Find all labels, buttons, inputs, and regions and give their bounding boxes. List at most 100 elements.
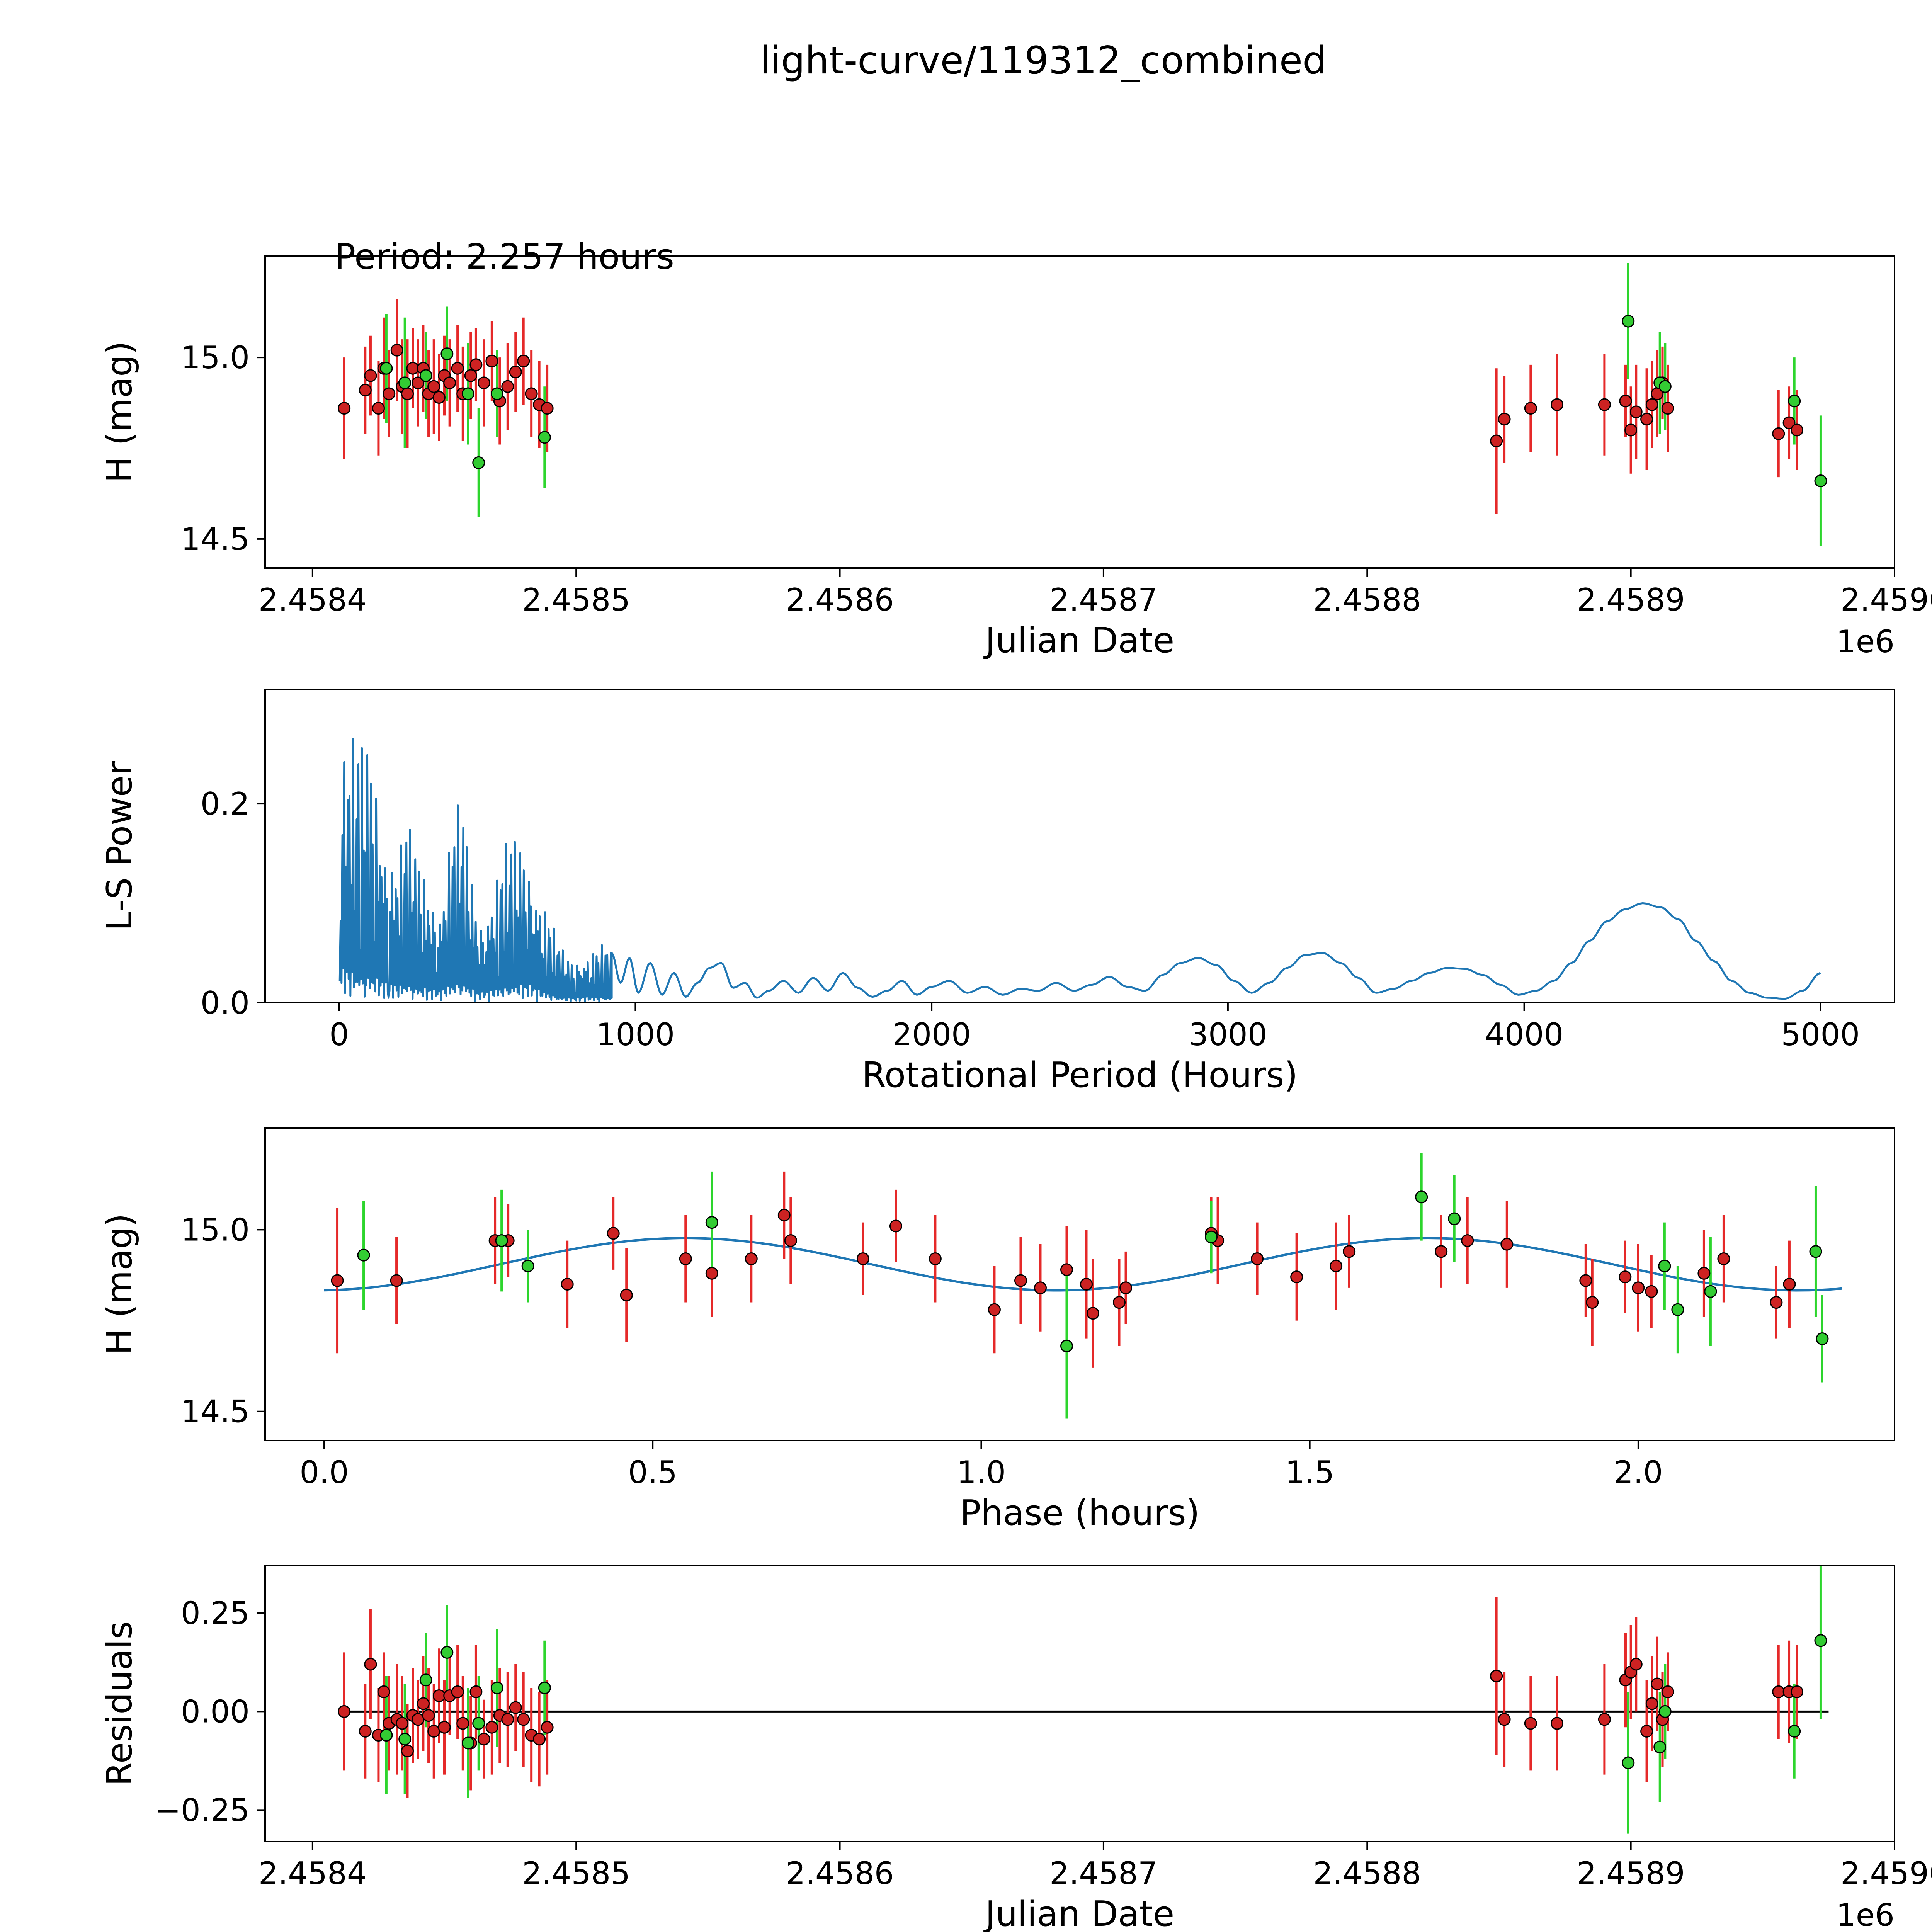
dataset-red-point bbox=[705, 1267, 718, 1280]
dataset-red-point bbox=[541, 1721, 554, 1734]
dataset-red-point bbox=[359, 384, 372, 397]
dataset-green-point bbox=[1671, 1303, 1684, 1316]
periodogram-curve bbox=[338, 738, 1821, 1003]
dataset-red-point bbox=[1770, 1296, 1783, 1309]
x-tick-label: 2.4590 bbox=[1840, 582, 1932, 618]
dataset-red-point bbox=[427, 380, 440, 393]
dataset-red-point bbox=[561, 1278, 574, 1291]
x-tick-label: 2.4588 bbox=[1313, 582, 1421, 618]
dataset-red-point bbox=[1551, 1717, 1564, 1730]
x-axis-label: Julian Date bbox=[983, 1894, 1175, 1932]
dataset-red-point bbox=[338, 1705, 351, 1718]
dataset-red-point bbox=[525, 387, 538, 400]
dataset-green-point bbox=[380, 1729, 393, 1742]
dataset-green-point bbox=[538, 1681, 551, 1694]
dataset-red-point bbox=[1772, 1685, 1785, 1698]
axes-frame bbox=[264, 255, 1895, 569]
x-tick-label: 2000 bbox=[892, 1017, 971, 1053]
x-axis-label: Rotational Period (Hours) bbox=[862, 1055, 1298, 1095]
dataset-red-point bbox=[679, 1252, 692, 1265]
y-axis-label: L-S Power bbox=[99, 761, 140, 931]
dataset-red-point bbox=[1014, 1274, 1027, 1287]
x-tick-label: 2.4584 bbox=[259, 582, 367, 618]
y-tick-label: 0.00 bbox=[181, 1694, 250, 1730]
dataset-red-point bbox=[390, 344, 403, 357]
dataset-red-point bbox=[541, 402, 554, 415]
panel-residuals: 2.4584 2.4585 2.4586 2.4587 2.4588 2.4589 2.45… bbox=[99, 1565, 1932, 1932]
x-tick-label: 0.5 bbox=[628, 1454, 677, 1490]
dataset-red-point bbox=[422, 1709, 435, 1722]
dataset-green-point bbox=[1205, 1230, 1218, 1243]
x-axis-label: Phase (hours) bbox=[960, 1493, 1200, 1533]
dataset-red-point bbox=[1551, 398, 1564, 411]
dataset-green-point bbox=[1658, 1259, 1671, 1272]
dataset-red-point bbox=[1632, 1281, 1645, 1294]
dataset-green-point bbox=[1704, 1285, 1717, 1298]
x-offset-label: 1e6 bbox=[1836, 1897, 1895, 1932]
period-annotation: Period: 2.257 hours bbox=[335, 236, 674, 277]
dataset-green-point bbox=[1415, 1190, 1428, 1204]
data-layer bbox=[338, 1566, 1829, 1834]
dataset-green-point bbox=[472, 456, 485, 469]
dataset-green-point bbox=[1788, 1725, 1801, 1738]
data-layer bbox=[338, 263, 1827, 546]
dataset-red-point bbox=[1651, 1677, 1664, 1690]
dataset-red-point bbox=[383, 387, 396, 400]
x-offset-label: 1e6 bbox=[1836, 624, 1895, 660]
dataset-red-point bbox=[1490, 1670, 1503, 1683]
dataset-red-point bbox=[1619, 395, 1632, 408]
dataset-red-point bbox=[406, 362, 419, 375]
y-tick-label: −0.25 bbox=[155, 1792, 250, 1828]
dataset-red-point bbox=[456, 1717, 469, 1730]
x-tick-label: 2.4585 bbox=[522, 582, 630, 618]
dataset-red-point bbox=[1087, 1307, 1100, 1320]
dataset-red-point bbox=[1461, 1234, 1474, 1247]
dataset-red-point bbox=[509, 366, 522, 379]
dataset-red-point bbox=[477, 376, 490, 389]
x-tick-label: 2.4586 bbox=[786, 582, 894, 618]
dataset-red-point bbox=[1500, 1238, 1514, 1251]
dataset-red-point bbox=[1661, 402, 1674, 415]
dataset-red-point bbox=[1498, 1713, 1511, 1726]
dataset-red-point bbox=[501, 1713, 514, 1726]
x-tick-label: 2.0 bbox=[1614, 1454, 1663, 1490]
y-tick-label: 0.25 bbox=[181, 1595, 250, 1631]
dataset-green-point bbox=[398, 1733, 412, 1746]
x-tick-label: 5000 bbox=[1781, 1017, 1860, 1053]
dataset-red-point bbox=[607, 1227, 620, 1240]
dataset-red-point bbox=[745, 1252, 758, 1265]
dataset-red-point bbox=[1619, 1270, 1632, 1284]
dataset-red-point bbox=[338, 402, 351, 415]
y-tick-label: 14.5 bbox=[181, 1394, 250, 1430]
dataset-red-point bbox=[469, 358, 483, 371]
dataset-green-point bbox=[419, 1673, 432, 1687]
dataset-red-point bbox=[401, 1744, 414, 1757]
panel-light-curve: 2.4584 2.4585 2.4586 2.4587 2.4588 2.4589 2.45… bbox=[99, 236, 1932, 661]
dataset-red-point bbox=[1640, 413, 1653, 426]
dataset-red-point bbox=[417, 1697, 430, 1710]
dataset-green-point bbox=[1809, 1245, 1822, 1258]
x-axis-label: Julian Date bbox=[983, 620, 1175, 661]
dataset-red-point bbox=[443, 376, 456, 389]
dataset-red-point bbox=[988, 1303, 1001, 1316]
dataset-green-point bbox=[398, 376, 412, 389]
axes-frame bbox=[264, 689, 1895, 1003]
dataset-red-point bbox=[427, 1725, 440, 1738]
dataset-green-point bbox=[490, 387, 503, 400]
dataset-red-point bbox=[1343, 1245, 1356, 1258]
dataset-green-point bbox=[495, 1234, 508, 1247]
dataset-red-point bbox=[1119, 1281, 1133, 1294]
x-tick-label: 3000 bbox=[1189, 1017, 1267, 1053]
dataset-green-point bbox=[1814, 474, 1827, 488]
x-tick-label: 2.4587 bbox=[1049, 1855, 1158, 1891]
dataset-red-point bbox=[451, 362, 464, 375]
y-tick-label: 15.0 bbox=[181, 340, 250, 376]
dataset-green-point bbox=[1448, 1212, 1461, 1225]
dataset-red-point bbox=[390, 1274, 403, 1287]
dataset-red-point bbox=[1490, 434, 1503, 447]
figure-title: light-curve/119312_combined bbox=[760, 39, 1327, 83]
dataset-red-point bbox=[1624, 423, 1638, 437]
dataset-green-point bbox=[440, 347, 454, 361]
dataset-red-point bbox=[784, 1234, 797, 1247]
